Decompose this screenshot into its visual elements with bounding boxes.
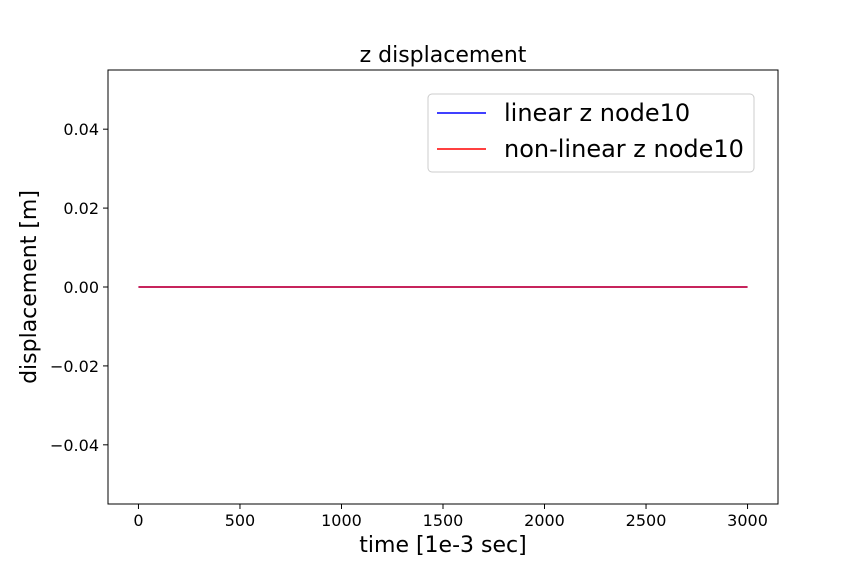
y-tick-label: 0.02 (63, 199, 99, 218)
legend-label-1: non-linear z node10 (504, 135, 744, 163)
legend-label-0: linear z node10 (504, 99, 690, 127)
x-tick-label: 3000 (727, 511, 768, 530)
x-tick-label: 1000 (321, 511, 362, 530)
y-tick-label: −0.04 (50, 436, 99, 455)
y-tick-label: 0.00 (63, 278, 99, 297)
legend: linear z node10 non-linear z node10 (427, 93, 755, 173)
x-tick-label: 500 (225, 511, 256, 530)
chart-title: z displacement (360, 43, 527, 68)
legend-box (427, 93, 755, 173)
x-tick-label: 2500 (626, 511, 667, 530)
x-tick-label: 2000 (524, 511, 565, 530)
y-axis: 0.04 0.02 0.00 −0.02 −0.04 (50, 120, 108, 455)
y-tick-label: −0.02 (50, 357, 99, 376)
y-tick-label: 0.04 (63, 120, 99, 139)
x-axis-label: time [1e-3 sec] (359, 533, 526, 558)
x-tick-label: 0 (133, 511, 143, 530)
x-axis: 0 500 1000 1500 2000 2500 3000 (133, 504, 768, 530)
y-axis-label: displacement [m] (17, 190, 42, 384)
x-tick-label: 1500 (423, 511, 464, 530)
